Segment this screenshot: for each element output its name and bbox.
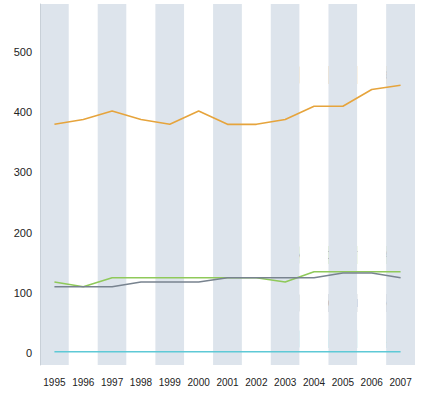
svg-text:2007: 2007: [389, 377, 412, 388]
svg-text:2000: 2000: [188, 377, 211, 388]
svg-text:1997: 1997: [101, 377, 124, 388]
svg-text:1995: 1995: [43, 377, 66, 388]
svg-text:100: 100: [14, 287, 32, 299]
svg-text:1998: 1998: [130, 377, 153, 388]
svg-text:2001: 2001: [216, 377, 239, 388]
svg-text:2004: 2004: [303, 377, 326, 388]
svg-text:2006: 2006: [361, 377, 384, 388]
svg-text:400: 400: [14, 106, 32, 118]
svg-text:1999: 1999: [159, 377, 182, 388]
svg-text:0: 0: [26, 347, 32, 359]
svg-text:2005: 2005: [332, 377, 355, 388]
svg-text:2002: 2002: [245, 377, 268, 388]
svg-text:1996: 1996: [72, 377, 95, 388]
svg-text:200: 200: [14, 227, 32, 239]
svg-text:500: 500: [14, 46, 32, 58]
svg-text:300: 300: [14, 166, 32, 178]
svg-text:2003: 2003: [274, 377, 297, 388]
